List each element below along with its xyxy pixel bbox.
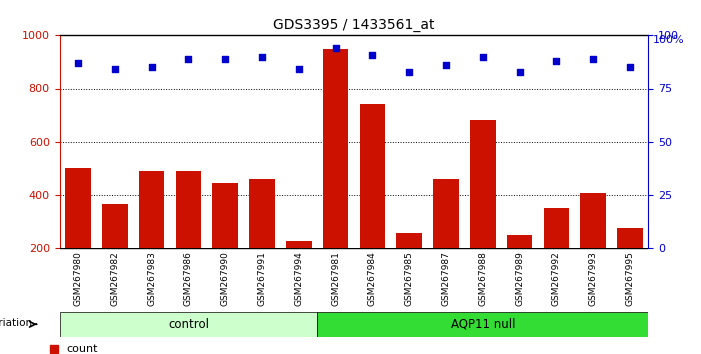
Text: GSM267983: GSM267983 bbox=[147, 251, 156, 306]
Point bbox=[404, 69, 415, 74]
Bar bbox=[396, 233, 422, 248]
Point bbox=[257, 54, 268, 59]
Text: GSM267990: GSM267990 bbox=[221, 251, 230, 306]
Bar bbox=[580, 193, 606, 248]
Bar bbox=[175, 171, 201, 248]
Text: GSM267985: GSM267985 bbox=[404, 251, 414, 306]
Text: GSM267986: GSM267986 bbox=[184, 251, 193, 306]
Bar bbox=[617, 228, 643, 248]
Text: GSM267993: GSM267993 bbox=[589, 251, 598, 306]
Text: 100%: 100% bbox=[653, 35, 684, 45]
Text: GSM267995: GSM267995 bbox=[625, 251, 634, 306]
Text: control: control bbox=[168, 318, 209, 331]
Bar bbox=[212, 183, 238, 248]
Text: GSM267994: GSM267994 bbox=[294, 251, 304, 306]
Point bbox=[440, 62, 451, 68]
Point bbox=[477, 54, 489, 59]
Text: GSM267989: GSM267989 bbox=[515, 251, 524, 306]
Point bbox=[514, 69, 525, 74]
Text: AQP11 null: AQP11 null bbox=[451, 318, 515, 331]
Bar bbox=[60, 312, 317, 337]
Bar bbox=[317, 312, 648, 337]
Point bbox=[587, 56, 599, 62]
Bar bbox=[65, 168, 91, 248]
Point bbox=[219, 56, 231, 62]
Bar bbox=[543, 208, 569, 248]
Bar bbox=[102, 204, 128, 248]
Text: GSM267980: GSM267980 bbox=[74, 251, 83, 306]
Bar bbox=[360, 104, 386, 248]
Text: GSM267982: GSM267982 bbox=[110, 251, 119, 306]
Point bbox=[146, 64, 157, 70]
Text: GSM267991: GSM267991 bbox=[257, 251, 266, 306]
Bar bbox=[507, 235, 533, 248]
Text: genotype/variation: genotype/variation bbox=[0, 318, 33, 328]
Point bbox=[625, 64, 636, 70]
Text: GSM267988: GSM267988 bbox=[478, 251, 487, 306]
Point bbox=[109, 67, 121, 72]
Text: GSM267981: GSM267981 bbox=[331, 251, 340, 306]
Title: GDS3395 / 1433561_at: GDS3395 / 1433561_at bbox=[273, 18, 435, 32]
Text: GSM267987: GSM267987 bbox=[442, 251, 451, 306]
Text: GSM267984: GSM267984 bbox=[368, 251, 377, 306]
Point bbox=[72, 60, 83, 66]
Point bbox=[367, 52, 378, 57]
Point bbox=[183, 56, 194, 62]
Text: GSM267992: GSM267992 bbox=[552, 251, 561, 306]
Bar bbox=[139, 171, 165, 248]
Bar bbox=[433, 179, 459, 248]
Text: count: count bbox=[66, 344, 97, 354]
Point bbox=[293, 67, 304, 72]
Bar bbox=[286, 241, 312, 248]
Bar bbox=[249, 179, 275, 248]
Bar bbox=[322, 49, 348, 248]
Point bbox=[330, 45, 341, 51]
Bar bbox=[470, 120, 496, 248]
Point bbox=[551, 58, 562, 64]
